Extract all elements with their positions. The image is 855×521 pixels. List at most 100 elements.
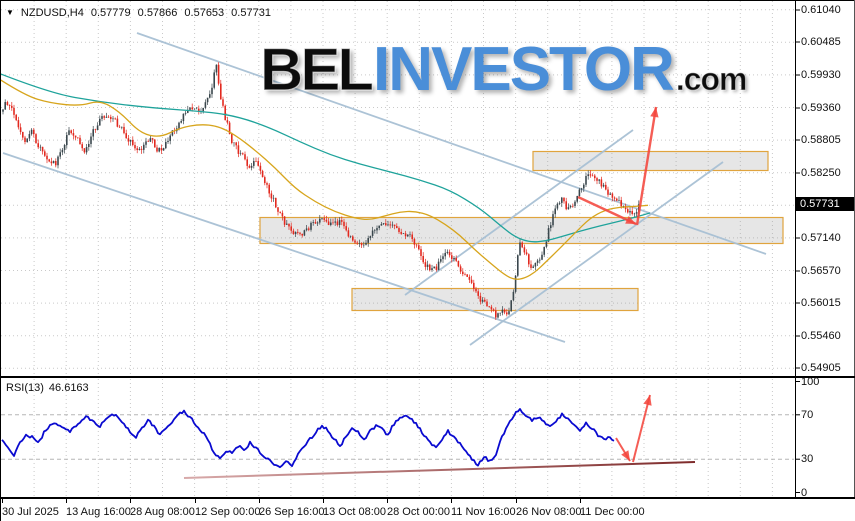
candle-body — [11, 105, 13, 108]
candle-body — [275, 197, 277, 208]
candle-body — [363, 244, 365, 246]
candle-body — [44, 151, 46, 156]
rsi-support-trendline — [183, 461, 696, 479]
candle-body — [530, 264, 532, 268]
candle-body — [235, 142, 237, 146]
candle-body — [198, 108, 200, 112]
candle-body — [72, 133, 75, 136]
candle-body — [519, 242, 521, 256]
candle-body — [118, 126, 121, 128]
candle-body — [358, 243, 361, 244]
candle-body — [457, 260, 460, 267]
candle-body — [140, 148, 143, 150]
candle-body — [8, 104, 11, 106]
candle-body — [35, 134, 37, 144]
candle-body — [305, 228, 308, 231]
candle-body — [402, 233, 405, 234]
candle-body — [303, 230, 306, 236]
candle-body — [343, 221, 345, 227]
candle-body — [145, 141, 147, 145]
candle-body — [165, 141, 167, 149]
candle-body — [554, 208, 556, 215]
price-axis-label: 0.58805 — [801, 134, 841, 146]
candle-body — [77, 137, 79, 139]
logo-part-bel: BEL — [259, 35, 374, 103]
candle-body — [220, 83, 222, 100]
candle-body — [85, 146, 88, 153]
candle-body — [596, 178, 598, 181]
candle-body — [455, 257, 457, 261]
candle-body — [387, 224, 389, 226]
candle-body — [385, 223, 387, 226]
candle-body — [517, 255, 519, 276]
candle-body — [510, 300, 512, 312]
candle-body — [270, 193, 273, 199]
date-axis-label: 30 Jul 2025 — [2, 506, 59, 518]
rally-arrow — [635, 106, 658, 226]
candle-body — [459, 266, 462, 272]
candle-body — [297, 231, 299, 233]
candle-body — [127, 138, 130, 142]
candle-body — [481, 299, 484, 302]
candle-body — [490, 306, 493, 310]
candle-body — [112, 118, 114, 120]
candle-body — [479, 295, 482, 302]
rsi-axis-label: 100 — [801, 375, 820, 388]
candle-body — [138, 148, 141, 151]
candle-body — [226, 120, 229, 123]
main-rsi-separator — [0, 376, 855, 378]
candle-body — [327, 221, 330, 226]
candle-body — [215, 64, 218, 73]
candle-body — [356, 242, 358, 244]
candle-body — [316, 222, 319, 224]
candle-body — [167, 140, 169, 142]
candle-body — [499, 312, 501, 314]
candle-body — [525, 252, 528, 255]
candle-body — [26, 138, 28, 142]
candle-body — [231, 134, 233, 144]
candle-body — [539, 259, 541, 261]
descending-channel-lower — [2, 152, 566, 343]
symbol-title: NZDUSD,H4 — [20, 7, 84, 19]
candle-body — [413, 239, 416, 245]
candle-body — [294, 231, 297, 235]
price-axis-label: 0.58250 — [801, 167, 841, 179]
candle-body — [409, 234, 411, 236]
candle-body — [154, 139, 156, 148]
candle-body — [367, 238, 369, 243]
candle-body — [495, 310, 497, 318]
descending-channel-upper — [136, 32, 767, 255]
MA-fast-orange — [0, 79, 649, 280]
candle-body — [338, 220, 341, 225]
price-axis-label: 0.54905 — [801, 362, 841, 374]
candle-body — [622, 205, 625, 207]
candle-body — [228, 122, 231, 135]
candle-body — [400, 231, 402, 234]
rsi-axis-label: 0 — [801, 486, 808, 499]
candle-body — [627, 209, 629, 213]
candle-body — [624, 205, 627, 210]
current-price-tag: 0.57731 — [796, 197, 854, 211]
rsi-line — [1, 407, 615, 469]
candle-body — [90, 136, 92, 144]
candle-body — [475, 288, 477, 292]
candle-body — [259, 165, 262, 171]
candle-body — [508, 311, 510, 315]
candle-body — [242, 153, 244, 155]
support-zone-lower[interactable] — [351, 287, 639, 312]
candle-body — [55, 161, 57, 166]
candle-body — [180, 121, 182, 123]
candle-body — [371, 230, 374, 236]
candle-body — [6, 102, 9, 105]
resistance-zone-upper[interactable] — [532, 150, 769, 172]
candle-body — [613, 197, 616, 199]
candle-body — [103, 116, 105, 118]
candle-body — [147, 141, 149, 142]
candle-body — [187, 109, 189, 113]
candle-body — [631, 211, 633, 214]
candle-body — [17, 120, 20, 128]
candle-body — [283, 216, 286, 225]
date-axis-label: 11 Nov 16:00 — [451, 506, 516, 518]
symbol-dropdown-icon[interactable]: ▼ — [6, 8, 14, 17]
